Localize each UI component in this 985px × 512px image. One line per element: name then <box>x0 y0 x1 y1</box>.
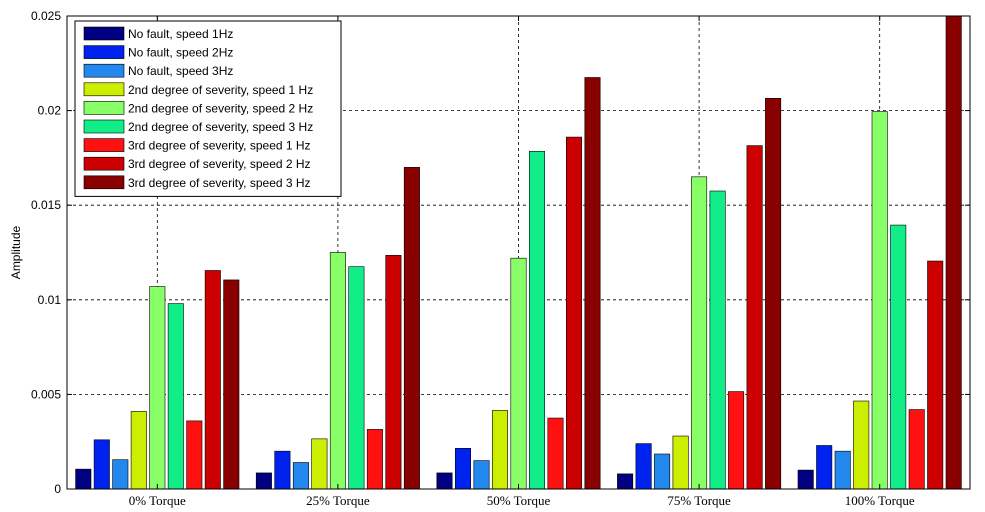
y-tick-label: 0.02 <box>38 104 62 118</box>
bar <box>292 462 309 490</box>
y-tick-label: 0.005 <box>31 387 61 401</box>
bar <box>654 453 671 490</box>
bar <box>834 450 851 490</box>
bar <box>945 15 962 490</box>
bar <box>112 459 129 490</box>
bar <box>93 439 110 490</box>
bar <box>728 391 745 490</box>
y-tick-label: 0.015 <box>31 198 61 212</box>
bar <box>510 257 527 490</box>
bar <box>491 410 508 490</box>
bar <box>908 409 925 490</box>
bar <box>436 472 453 490</box>
legend-entry: No fault, speed 1Hz <box>128 27 233 41</box>
y-tick-label: 0.025 <box>31 9 61 23</box>
bar <box>311 438 328 490</box>
legend-swatch <box>83 26 125 41</box>
bar <box>635 443 652 490</box>
bar <box>366 429 383 490</box>
legend-swatch <box>83 63 125 78</box>
legend-entry: 2nd degree of severity, speed 2 Hz <box>128 101 313 115</box>
y-tick-label: 0 <box>54 482 61 496</box>
bar <box>75 468 92 490</box>
bar <box>167 303 184 490</box>
bar <box>130 411 147 490</box>
bar <box>853 400 870 490</box>
bar <box>223 279 240 490</box>
legend-swatch <box>83 156 125 171</box>
bar <box>454 448 471 490</box>
legend-entry: No fault, speed 3Hz <box>128 64 233 78</box>
legend-entry: 3rd degree of severity, speed 1 Hz <box>128 139 311 153</box>
legend-swatch <box>83 101 125 115</box>
legend-swatch <box>83 119 125 134</box>
bar <box>584 77 601 490</box>
bar <box>927 260 944 490</box>
bar <box>255 472 272 490</box>
bar <box>890 224 907 490</box>
legend-entry: No fault, speed 2Hz <box>128 46 233 60</box>
bar <box>329 252 346 490</box>
bar <box>617 473 634 490</box>
bar <box>403 167 420 490</box>
bars <box>75 15 962 490</box>
legend-entry: 3rd degree of severity, speed 2 Hz <box>128 157 311 171</box>
x-axis: 0% Torque 25% Torque 50% Torque 75% Torque 1… <box>129 16 915 508</box>
bar <box>672 435 689 490</box>
legend-entry: 2nd degree of severity, speed 1 Hz <box>128 83 313 97</box>
bar <box>149 286 166 490</box>
bar <box>348 266 365 490</box>
y-axis: 0 0.005 0.01 0.015 0.02 0.025 <box>31 9 970 496</box>
x-tick-label: 50% Torque <box>487 493 551 508</box>
bar <box>565 136 582 490</box>
bar <box>816 445 833 490</box>
legend-entry: 3rd degree of severity, speed 3 Hz <box>128 176 311 190</box>
bar <box>871 111 888 490</box>
x-tick-label: 25% Torque <box>306 493 370 508</box>
bar <box>385 255 402 490</box>
bar <box>186 420 203 490</box>
y-axis-label: Amplitude <box>9 226 23 280</box>
x-tick-label: 0% Torque <box>129 493 186 508</box>
bar <box>473 460 490 490</box>
bar <box>204 270 221 490</box>
bar <box>746 145 763 490</box>
bar <box>528 150 545 490</box>
bar <box>691 176 708 490</box>
legend-swatch <box>83 82 125 97</box>
legend-entry: 2nd degree of severity, speed 3 Hz <box>128 120 313 134</box>
x-tick-label: 75% Torque <box>667 493 731 508</box>
bar <box>797 469 814 490</box>
legend-swatch <box>83 138 125 152</box>
y-tick-label: 0.01 <box>38 293 62 307</box>
bar <box>765 98 782 490</box>
bar <box>709 190 726 490</box>
legend: No fault, speed 1Hz No fault, speed 2Hz No… <box>74 20 342 197</box>
legend-swatch <box>83 45 125 59</box>
bar <box>274 450 291 490</box>
legend-swatch <box>83 175 125 190</box>
x-tick-label: 100% Torque <box>845 493 915 508</box>
bar <box>547 417 564 490</box>
